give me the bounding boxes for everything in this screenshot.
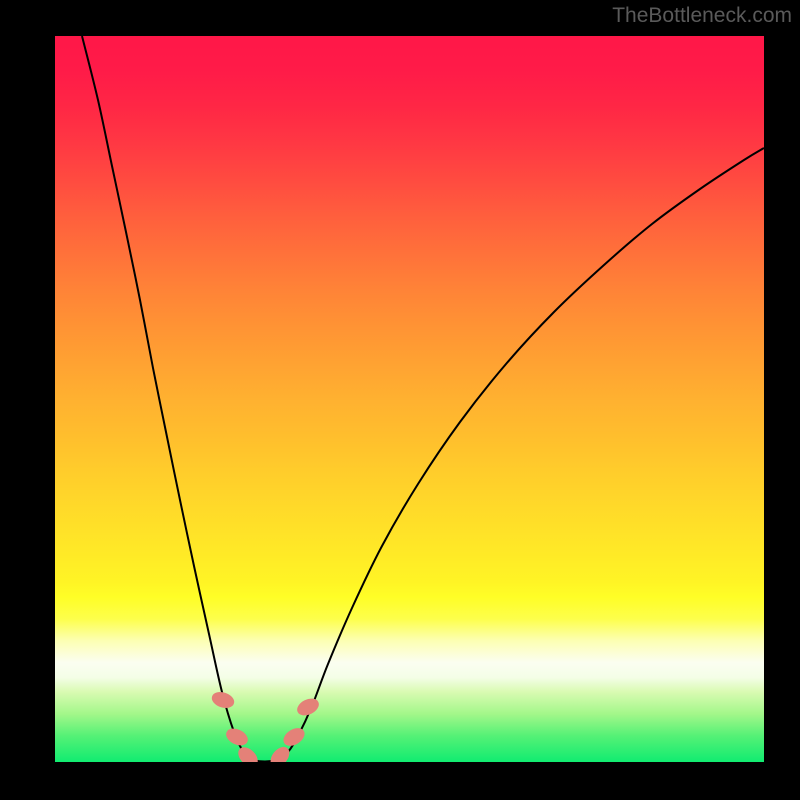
attribution-label: TheBottleneck.com xyxy=(612,4,792,28)
chart-container: TheBottleneck.com xyxy=(0,0,800,800)
bottleneck-chart xyxy=(0,0,800,800)
gradient-background xyxy=(34,34,765,765)
